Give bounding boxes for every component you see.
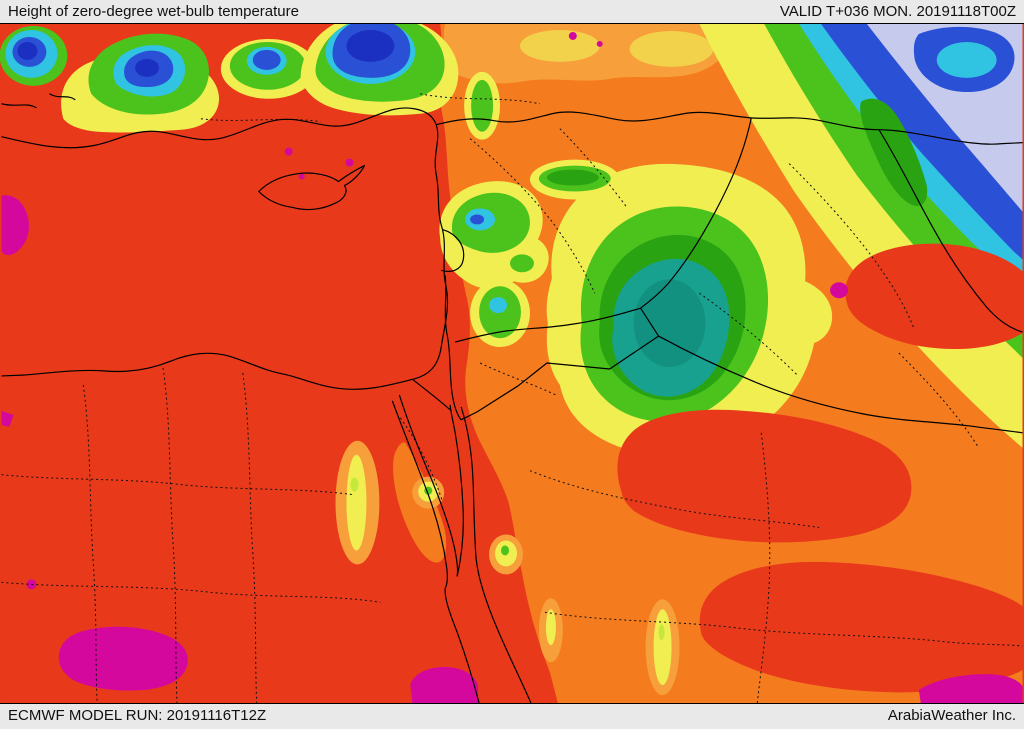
aqaba-saudi-coast [460, 406, 532, 703]
syria-iraq-border [640, 117, 752, 309]
sinai-saudi-yellow-streaks [335, 440, 680, 696]
weather-map [0, 24, 1024, 703]
jordan-saudi-border [460, 335, 659, 421]
cyprus-outline [258, 164, 366, 211]
turkey-southern-border [436, 111, 1023, 145]
iraq-iran-border [878, 129, 1023, 333]
jordan-rift-border [444, 275, 462, 421]
header-bar: Height of zero-degree wet-bulb temperatu… [0, 0, 1024, 24]
iraq-saudi-border [658, 335, 1023, 434]
syria-jordan-border [455, 307, 641, 343]
coastlines-and-borders [1, 93, 1023, 703]
anatolia-coast-detail [1, 93, 76, 109]
footer-bar: ECMWF MODEL RUN: 20191116T12Z ArabiaWeat… [0, 703, 1024, 727]
mediterranean-coastline [1, 107, 449, 390]
gold-patch [629, 30, 714, 67]
magenta-hot-patches [1, 31, 1023, 703]
admin-dotted-lines [1, 93, 1023, 703]
lebanon-syria-border [441, 228, 465, 272]
warm-red-blobs [393, 243, 1023, 693]
sinai-east-shore [449, 404, 464, 577]
israel-egypt-border [412, 379, 451, 411]
red-sea-africa-coast [391, 400, 480, 703]
model-run-label: ECMWF MODEL RUN: 20191116T12Z [8, 707, 267, 724]
wetbulb-height-map-svg [0, 24, 1023, 703]
color-field [0, 24, 1023, 703]
levant-cool-blobs [439, 159, 620, 348]
page-title: Height of zero-degree wet-bulb temperatu… [8, 3, 299, 20]
gold-patch [519, 29, 600, 62]
credit-label: ArabiaWeather Inc. [887, 707, 1016, 724]
jordan-iraq-border [640, 307, 660, 337]
valid-time-label: VALID T+036 MON. 20191118T00Z [779, 3, 1016, 20]
turkey-cold-band [0, 24, 501, 140]
sinai-west-shore [398, 394, 459, 577]
